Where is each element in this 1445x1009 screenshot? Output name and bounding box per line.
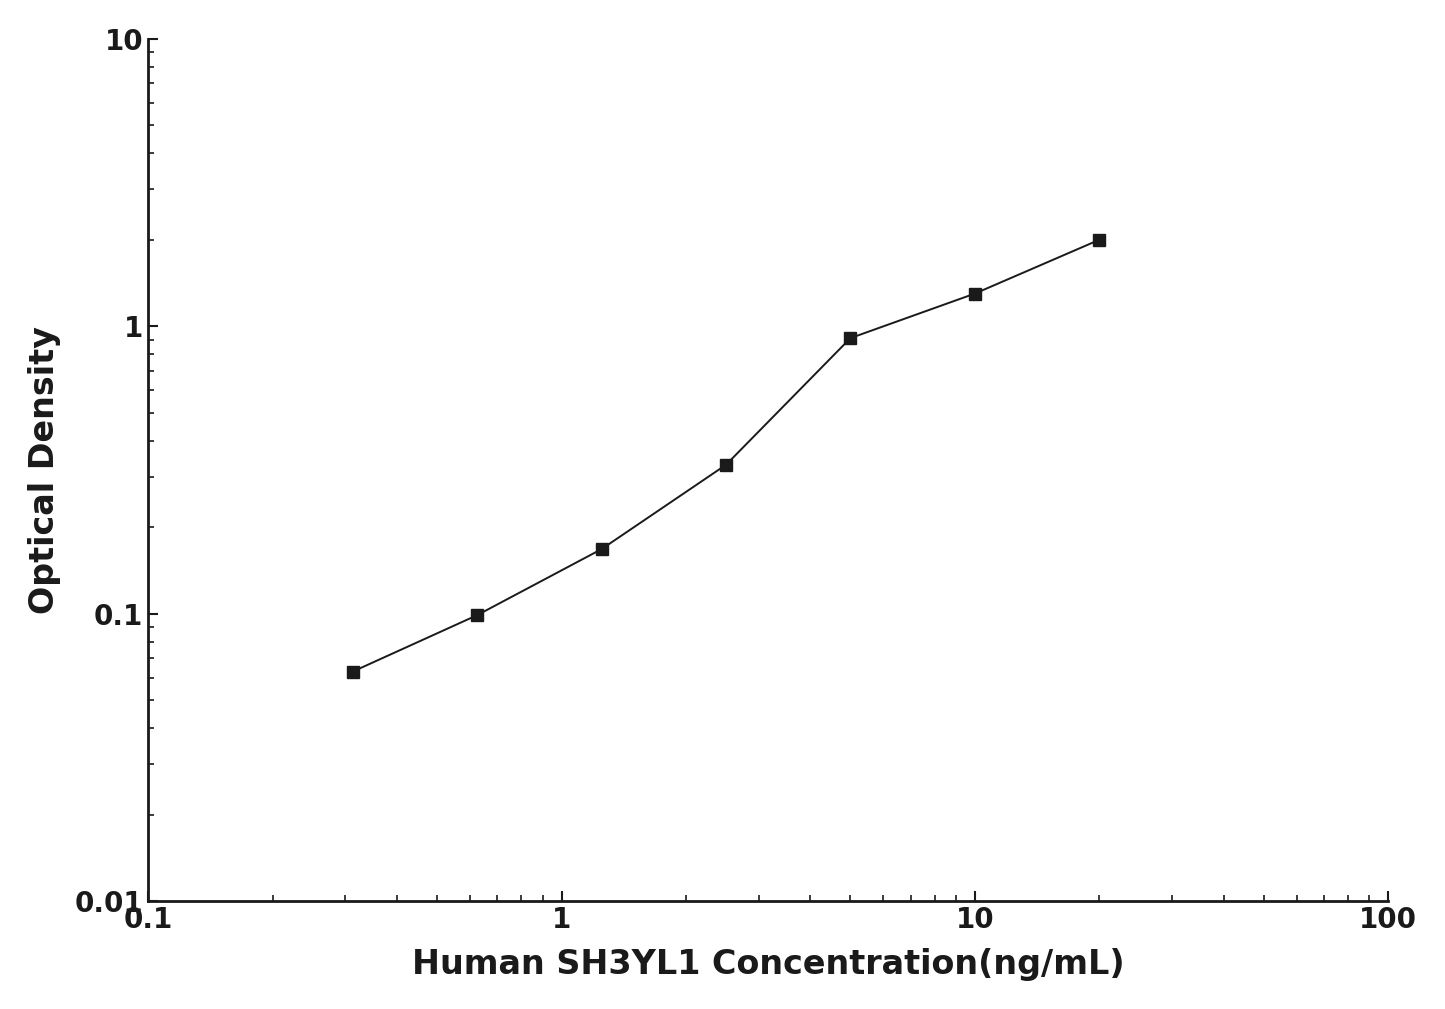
Y-axis label: Optical Density: Optical Density <box>27 326 61 614</box>
X-axis label: Human SH3YL1 Concentration(ng/mL): Human SH3YL1 Concentration(ng/mL) <box>412 948 1124 981</box>
